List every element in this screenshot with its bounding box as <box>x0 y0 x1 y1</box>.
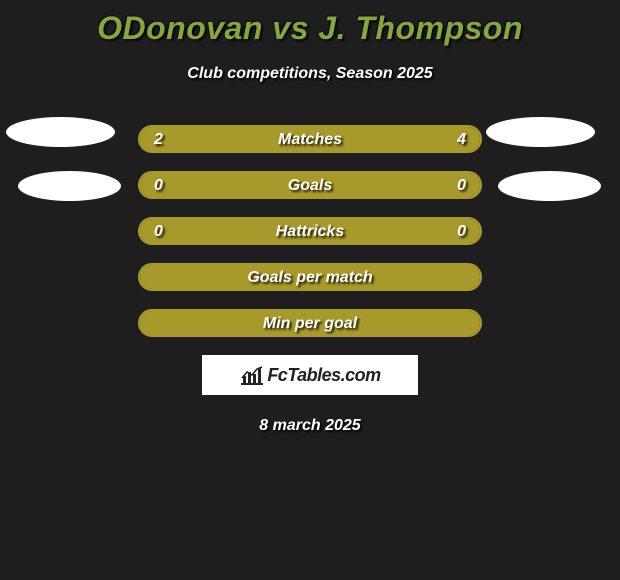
stat-value-right: 0 <box>457 173 466 199</box>
player-ellipse-right-2 <box>498 171 601 201</box>
stat-row-min-per-goal: Min per goal <box>138 309 482 337</box>
stat-row-goals-per-match: Goals per match <box>138 263 482 291</box>
stat-label: Goals per match <box>140 265 480 291</box>
page-subtitle: Club competitions, Season 2025 <box>0 65 620 83</box>
player-ellipse-left-2 <box>18 171 121 201</box>
stat-row-hattricks: 0 Hattricks 0 <box>138 217 482 245</box>
stat-value-right: 0 <box>457 219 466 245</box>
brand-text: FcTables.com <box>267 365 380 386</box>
player-ellipse-right-1 <box>486 117 595 147</box>
comparison-infographic: ODonovan vs J. Thompson Club competition… <box>0 0 620 580</box>
stat-row-goals: 0 Goals 0 <box>138 171 482 199</box>
player-ellipse-left-1 <box>6 117 115 147</box>
stat-label: Hattricks <box>140 219 480 245</box>
page-title: ODonovan vs J. Thompson <box>0 0 620 47</box>
stats-area: 2 Matches 4 0 Goals 0 0 Hattricks 0 Goal… <box>0 125 620 435</box>
stat-label: Min per goal <box>140 311 480 337</box>
stat-row-matches: 2 Matches 4 <box>138 125 482 153</box>
stat-label: Matches <box>140 127 480 153</box>
stat-value-right: 4 <box>457 127 466 153</box>
brand-box: FcTables.com <box>202 355 418 395</box>
stat-label: Goals <box>140 173 480 199</box>
date-label: 8 march 2025 <box>0 417 620 435</box>
bar-chart-icon <box>239 364 265 386</box>
